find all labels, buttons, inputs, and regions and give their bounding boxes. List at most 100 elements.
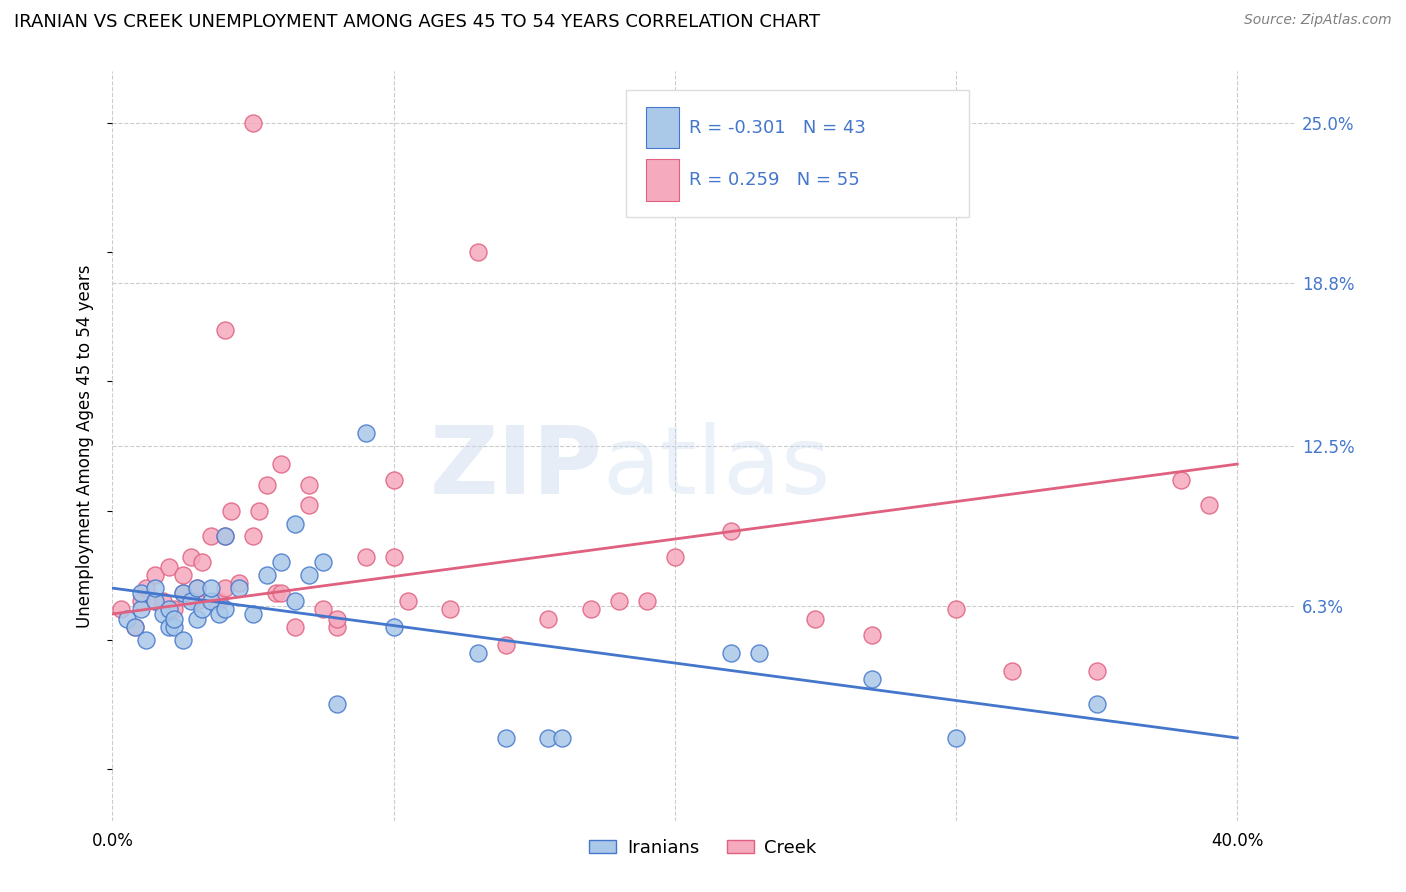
Point bbox=[720, 524, 742, 539]
Point bbox=[180, 550, 202, 565]
Point bbox=[579, 601, 602, 615]
Point bbox=[264, 586, 287, 600]
Text: R = 0.259   N = 55: R = 0.259 N = 55 bbox=[689, 171, 859, 189]
Point bbox=[228, 581, 250, 595]
Point bbox=[354, 550, 377, 565]
Point bbox=[1085, 698, 1108, 712]
Point bbox=[607, 594, 630, 608]
Point bbox=[242, 529, 264, 543]
Point bbox=[200, 581, 222, 595]
Point bbox=[157, 601, 180, 615]
Point bbox=[214, 529, 236, 543]
Point bbox=[172, 632, 194, 647]
Point bbox=[186, 612, 208, 626]
Text: R = -0.301   N = 43: R = -0.301 N = 43 bbox=[689, 119, 866, 136]
Point bbox=[1001, 664, 1024, 678]
Legend: Iranians, Creek: Iranians, Creek bbox=[582, 831, 824, 864]
Point bbox=[537, 731, 560, 745]
Point bbox=[382, 550, 405, 565]
Point bbox=[124, 620, 146, 634]
Point bbox=[214, 529, 236, 543]
Point bbox=[228, 576, 250, 591]
Point bbox=[129, 601, 152, 615]
Point bbox=[143, 594, 166, 608]
Point bbox=[284, 620, 307, 634]
Text: IRANIAN VS CREEK UNEMPLOYMENT AMONG AGES 45 TO 54 YEARS CORRELATION CHART: IRANIAN VS CREEK UNEMPLOYMENT AMONG AGES… bbox=[14, 13, 820, 31]
Text: ZIP: ZIP bbox=[430, 423, 603, 515]
Point bbox=[143, 594, 166, 608]
Point bbox=[157, 620, 180, 634]
Point bbox=[163, 601, 186, 615]
Point bbox=[219, 503, 242, 517]
Point bbox=[129, 586, 152, 600]
Point bbox=[270, 586, 292, 600]
Point bbox=[382, 620, 405, 634]
Text: atlas: atlas bbox=[603, 423, 831, 515]
Point bbox=[157, 560, 180, 574]
Point bbox=[270, 457, 292, 471]
Point bbox=[945, 601, 967, 615]
Point bbox=[115, 612, 138, 626]
Point bbox=[143, 581, 166, 595]
Point bbox=[748, 646, 770, 660]
Point bbox=[124, 620, 146, 634]
Point bbox=[256, 477, 278, 491]
Point bbox=[495, 638, 517, 652]
Point bbox=[172, 586, 194, 600]
Point bbox=[135, 632, 157, 647]
Point bbox=[860, 672, 883, 686]
Point bbox=[214, 323, 236, 337]
FancyBboxPatch shape bbox=[647, 160, 679, 201]
Point bbox=[298, 477, 321, 491]
Point bbox=[1085, 664, 1108, 678]
Point bbox=[382, 473, 405, 487]
FancyBboxPatch shape bbox=[647, 107, 679, 148]
Point bbox=[312, 601, 335, 615]
Point bbox=[326, 698, 349, 712]
Point bbox=[110, 601, 132, 615]
Point bbox=[172, 568, 194, 582]
Point bbox=[129, 594, 152, 608]
Point bbox=[214, 581, 236, 595]
Point bbox=[208, 594, 231, 608]
Point bbox=[860, 627, 883, 641]
Point bbox=[152, 594, 174, 608]
Point bbox=[467, 646, 489, 660]
FancyBboxPatch shape bbox=[626, 90, 969, 218]
Point bbox=[312, 555, 335, 569]
Point bbox=[495, 731, 517, 745]
Point bbox=[214, 601, 236, 615]
Point bbox=[180, 594, 202, 608]
Point bbox=[242, 607, 264, 621]
Point bbox=[186, 581, 208, 595]
Point bbox=[298, 568, 321, 582]
Point bbox=[467, 245, 489, 260]
Y-axis label: Unemployment Among Ages 45 to 54 years: Unemployment Among Ages 45 to 54 years bbox=[76, 264, 94, 628]
Point bbox=[186, 581, 208, 595]
Point bbox=[298, 499, 321, 513]
Point bbox=[284, 594, 307, 608]
Point bbox=[284, 516, 307, 531]
Point bbox=[720, 646, 742, 660]
Point bbox=[200, 594, 222, 608]
Point bbox=[163, 612, 186, 626]
Point bbox=[256, 568, 278, 582]
Point bbox=[804, 612, 827, 626]
Point bbox=[551, 731, 574, 745]
Point bbox=[664, 550, 686, 565]
Point bbox=[537, 612, 560, 626]
Point bbox=[247, 503, 270, 517]
Point bbox=[163, 620, 186, 634]
Point bbox=[208, 607, 231, 621]
Point bbox=[143, 568, 166, 582]
Point bbox=[186, 594, 208, 608]
Text: Source: ZipAtlas.com: Source: ZipAtlas.com bbox=[1244, 13, 1392, 28]
Point bbox=[191, 555, 214, 569]
Point bbox=[135, 581, 157, 595]
Point bbox=[945, 731, 967, 745]
Point bbox=[326, 620, 349, 634]
Point bbox=[439, 601, 461, 615]
Point bbox=[172, 586, 194, 600]
Point bbox=[1198, 499, 1220, 513]
Point bbox=[270, 555, 292, 569]
